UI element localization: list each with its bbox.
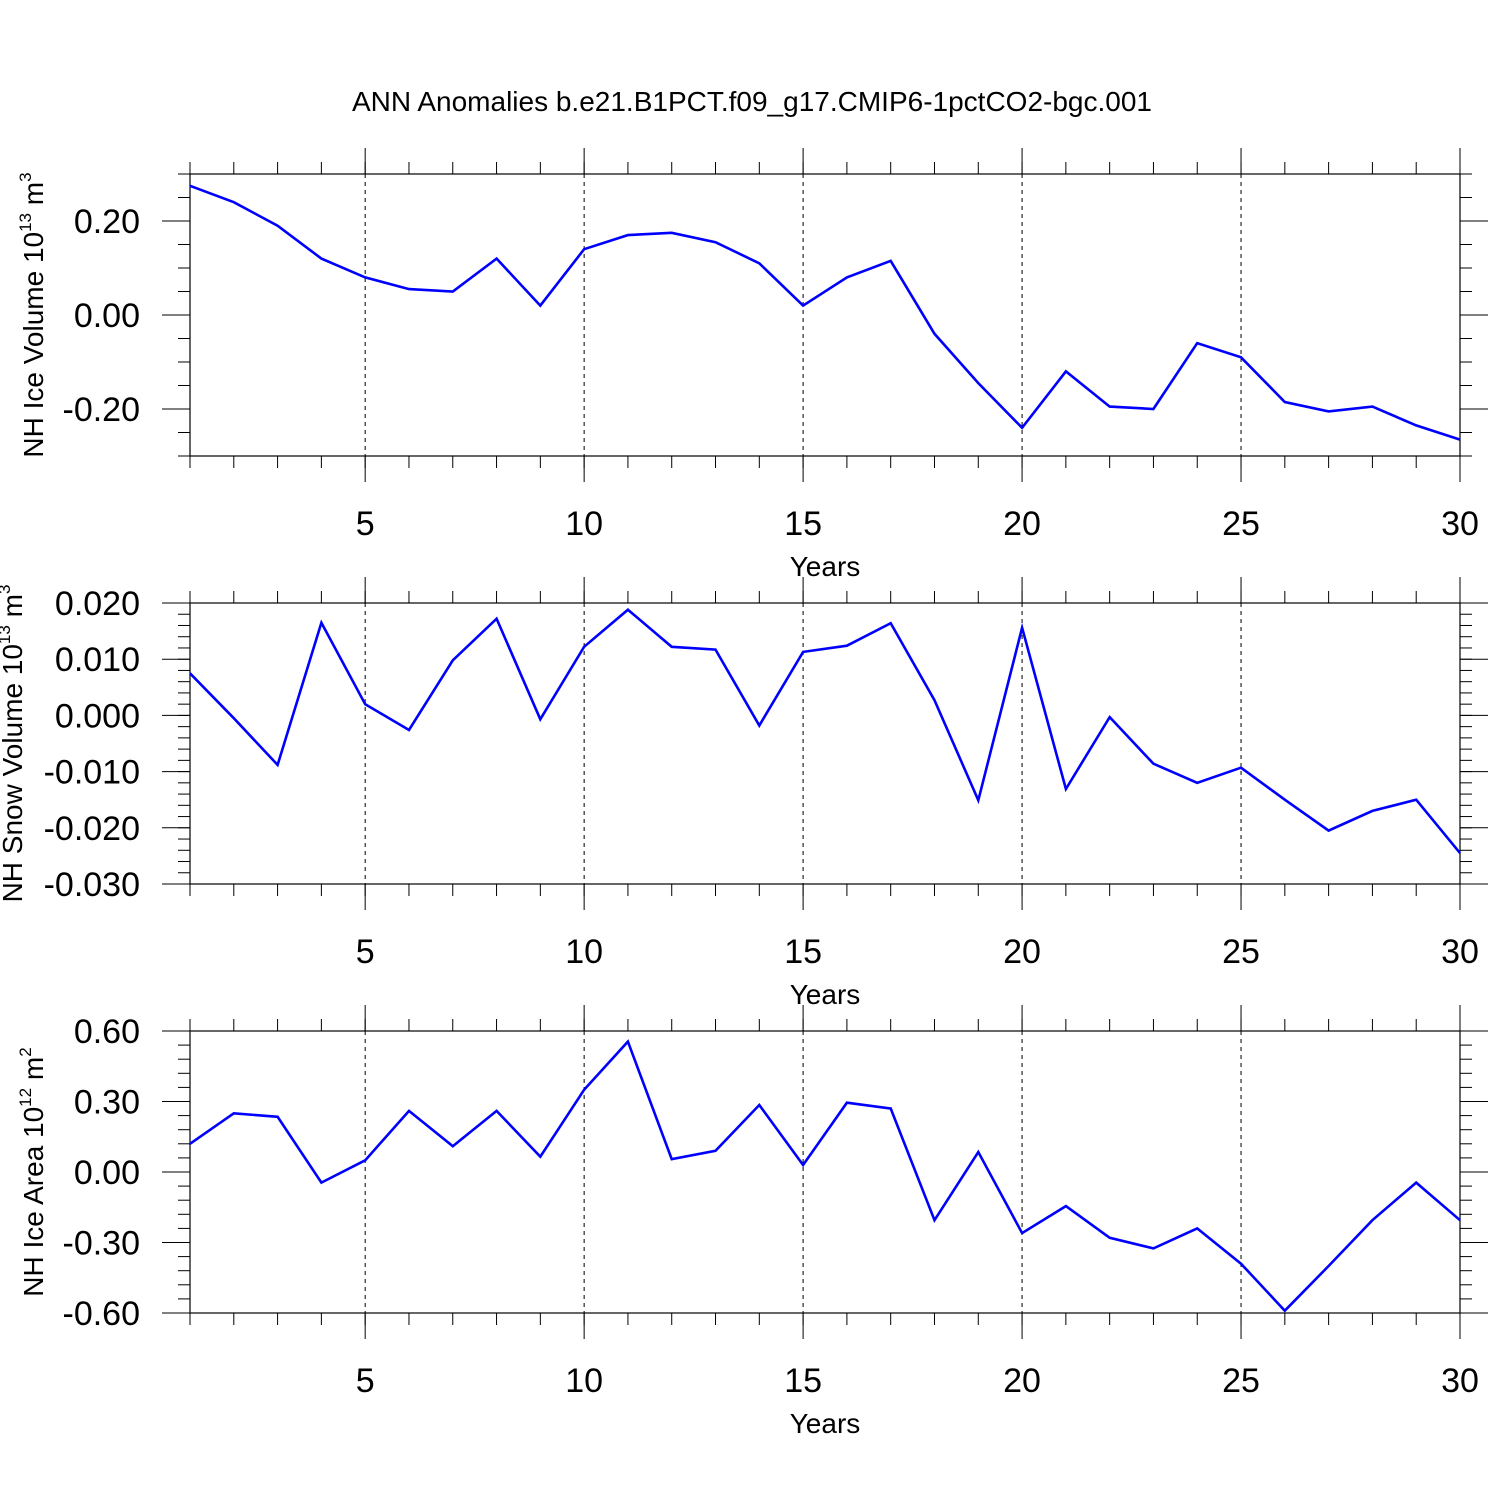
x-tick-label: 10 — [565, 505, 603, 543]
chart-title: ANN Anomalies b.e21.B1PCT.f09_g17.CMIP6-… — [352, 86, 1152, 117]
x-tick-label: 15 — [784, 505, 822, 543]
series-line — [189, 1039, 1461, 1313]
x-tick-label: 20 — [1003, 1362, 1041, 1400]
y-tick-label: -0.60 — [63, 1295, 141, 1333]
y-tick-label: -0.20 — [63, 391, 141, 429]
x-tick-label: 30 — [1441, 1362, 1479, 1400]
x-tick-label: 25 — [1222, 933, 1260, 971]
x-tick-label: 5 — [356, 1362, 375, 1400]
x-tick-label: 25 — [1222, 505, 1260, 543]
x-tick-label: 30 — [1441, 933, 1479, 971]
y-tick-label: -0.010 — [44, 754, 140, 792]
y-tick-label: 0.00 — [74, 1154, 140, 1192]
x-axis-label: Years — [790, 979, 861, 1010]
x-axis-label: Years — [790, 551, 861, 582]
plot-frame — [189, 173, 1461, 457]
series-line — [189, 184, 1461, 441]
panel-2: 5 10 15 20 25 30 0.020 0.010 0.000 -0.010 -0.020 -0… — [0, 577, 1488, 1010]
y-tick-label: -0.020 — [44, 810, 140, 848]
y-tick-label: 0.020 — [55, 585, 140, 623]
x-axis-label: Years — [790, 1408, 861, 1439]
x-tick-label: 15 — [784, 933, 822, 971]
y-axis-label: NH Ice Area 1012 m2 — [16, 1047, 49, 1296]
x-tick-label: 30 — [1441, 505, 1479, 543]
y-tick-label: 0.00 — [74, 297, 140, 335]
y-axis-label: NH Snow Volume 1013 m3 — [0, 585, 28, 903]
plot-frame — [189, 602, 1461, 885]
y-tick-label: 0.010 — [55, 641, 140, 679]
x-tick-label: 20 — [1003, 933, 1041, 971]
x-tick-label: 10 — [565, 1362, 603, 1400]
x-tick-label: 5 — [356, 933, 375, 971]
x-tick-label: 15 — [784, 1362, 822, 1400]
series-line — [189, 607, 1462, 854]
x-tick-label: 25 — [1222, 1362, 1260, 1400]
plot-frame — [189, 1030, 1461, 1314]
y-tick-label: 0.000 — [55, 697, 140, 735]
y-tick-label: -0.030 — [44, 866, 140, 904]
x-tick-label: 10 — [565, 933, 603, 971]
y-tick-label: 0.30 — [74, 1084, 140, 1122]
y-axis-label: NH Ice Volume 1013 m3 — [16, 172, 49, 457]
panel-1: 5 10 15 20 25 30 0.20 0.00 -0.20 Years NH Ice Volu… — [16, 148, 1488, 582]
panel-3: 5 10 15 20 25 30 0.60 0.30 0.00 -0.30 -0.60 Years NH… — [16, 1005, 1488, 1439]
y-tick-label: -0.30 — [63, 1225, 141, 1263]
chart-panels: 5 10 15 20 25 30 0.20 0.00 -0.20 Years NH Ice Volu… — [0, 148, 1488, 1439]
x-tick-label: 20 — [1003, 505, 1041, 543]
y-tick-label: 0.20 — [74, 203, 140, 241]
x-tick-label: 5 — [356, 505, 375, 543]
y-tick-label: 0.60 — [74, 1013, 140, 1051]
